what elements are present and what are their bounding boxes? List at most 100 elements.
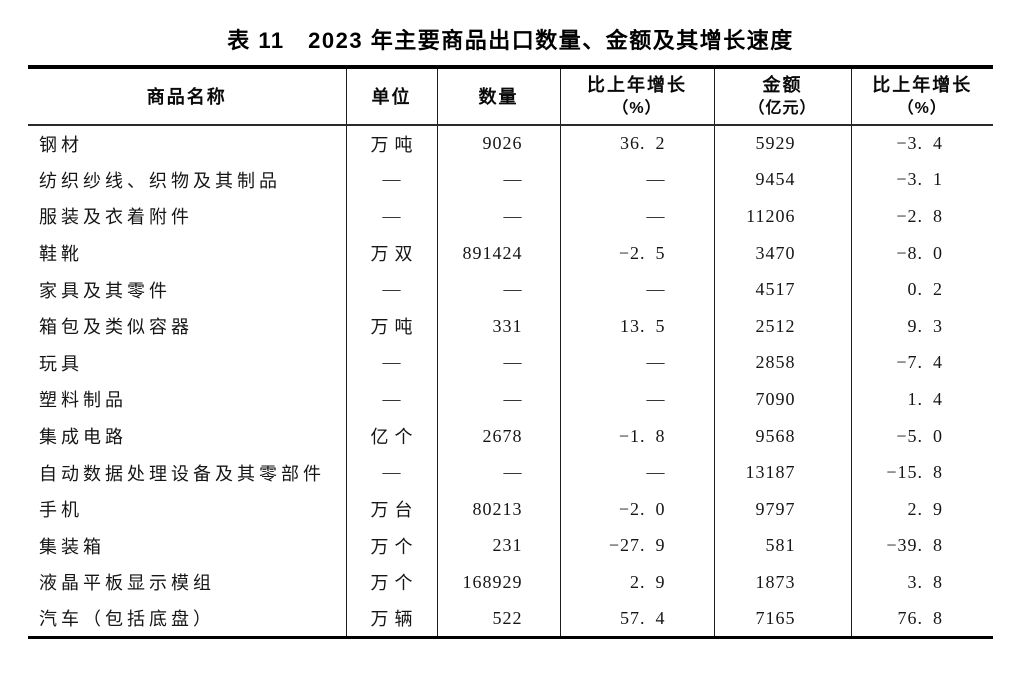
cell-amount: 9797 — [713, 490, 851, 528]
cell-commodity-name: 自动数据处理设备及其零部件 — [39, 463, 325, 484]
cell-commodity-name: 集成电路 — [39, 427, 127, 448]
table-body: 钢材 万吨 9026 36. 2 5929 −3. 4 纺织纱线、织物及其制品 … — [28, 125, 993, 638]
table-row: 自动数据处理设备及其零部件 — — — 13187 −15. 8 — [28, 454, 993, 491]
cell-quantity-growth: −1. 8 — [559, 417, 714, 455]
cell-quantity-growth: 13. 5 — [559, 307, 714, 345]
table-row: 箱包及类似容器 万吨 331 13. 5 2512 9. 3 — [28, 307, 993, 345]
header-sublabel: （%） — [612, 99, 662, 117]
cell-quantity-growth: −2. 0 — [559, 490, 714, 528]
header-label: 比上年增长 — [872, 74, 973, 95]
cell-amount-growth: 1. 4 — [850, 381, 993, 418]
cell-unit: — — [345, 344, 437, 382]
table-row: 家具及其零件 — — — 4517 0. 2 — [28, 271, 993, 308]
cell-amount: 2512 — [713, 307, 851, 345]
cell-quantity-growth: 2. 9 — [559, 564, 714, 601]
cell-commodity-name: 液晶平板显示模组 — [39, 573, 215, 594]
table-row: 鞋靴 万双 891424 −2. 5 3470 −8. 0 — [28, 234, 993, 272]
table-row: 集成电路 亿个 2678 −1. 8 9568 −5. 0 — [28, 417, 993, 455]
cell-quantity: — — [436, 344, 560, 382]
cell-quantity-growth: — — [559, 198, 714, 235]
header-amount: 金额 （亿元） — [713, 67, 851, 126]
cell-amount-growth: −39. 8 — [850, 527, 993, 565]
cell-unit: — — [345, 198, 437, 235]
cell-amount-growth: 76. 8 — [850, 600, 993, 638]
cell-commodity-name: 鞋靴 — [39, 244, 83, 265]
cell-amount-growth: 0. 2 — [850, 271, 993, 308]
cell-amount-growth: 2. 9 — [850, 490, 993, 528]
cell-commodity-name: 玩具 — [39, 353, 83, 374]
header-amount-growth: 比上年增长 （%） — [850, 67, 993, 126]
header-label: 比上年增长 — [587, 74, 687, 95]
cell-quantity-growth: −27. 9 — [559, 527, 714, 565]
header-label: 金额 — [762, 74, 803, 95]
cell-commodity-name: 钢材 — [39, 134, 83, 155]
cell-quantity: 2678 — [436, 417, 560, 455]
cell-quantity-growth: — — [559, 381, 714, 418]
cell-amount: 4517 — [713, 271, 851, 308]
cell-commodity-name: 手机 — [39, 500, 83, 521]
cell-quantity: — — [436, 198, 560, 235]
cell-quantity-growth: — — [559, 454, 714, 491]
table-row: 钢材 万吨 9026 36. 2 5929 −3. 4 — [28, 125, 993, 162]
cell-quantity: 331 — [436, 307, 560, 345]
cell-unit: 万个 — [345, 564, 437, 601]
table-row: 玩具 — — — 2858 −7. 4 — [28, 344, 993, 382]
header-label: 数量 — [478, 86, 519, 107]
header-sublabel: （%） — [897, 99, 947, 117]
cell-amount: 1873 — [713, 564, 851, 601]
cell-unit: 万吨 — [345, 307, 437, 345]
table-row: 液晶平板显示模组 万个 168929 2. 9 1873 3. 8 — [28, 564, 993, 601]
cell-quantity-growth: 36. 2 — [559, 125, 714, 162]
cell-commodity-name: 服装及衣着附件 — [39, 207, 193, 228]
header-commodity-name: 商品名称 — [28, 67, 346, 126]
commodity-export-table: 商品名称 单位 数量 比上年增长 （%） 金额 （亿元） 比上年增长 — [28, 65, 993, 639]
cell-amount-growth: −3. 1 — [850, 161, 993, 199]
cell-amount-growth: −2. 8 — [850, 198, 993, 235]
cell-amount-growth: −3. 4 — [850, 125, 993, 162]
cell-amount: 5929 — [713, 125, 851, 162]
cell-commodity-name: 集装箱 — [39, 536, 105, 557]
cell-amount-growth: 9. 3 — [850, 307, 993, 345]
cell-amount: 13187 — [713, 454, 851, 491]
cell-amount: 11206 — [713, 198, 851, 235]
cell-unit: 万吨 — [345, 125, 437, 162]
table-header-row: 商品名称 单位 数量 比上年增长 （%） 金额 （亿元） 比上年增长 — [28, 67, 993, 126]
cell-unit: 亿个 — [345, 417, 437, 455]
cell-commodity-name: 塑料制品 — [39, 390, 127, 411]
cell-amount: 2858 — [713, 344, 851, 382]
cell-amount: 9568 — [713, 417, 851, 455]
cell-quantity: 891424 — [436, 234, 560, 272]
cell-quantity-growth: −2. 5 — [559, 234, 714, 272]
table-row: 纺织纱线、织物及其制品 — — — 9454 −3. 1 — [28, 161, 993, 199]
cell-amount-growth: −15. 8 — [850, 454, 993, 491]
table-row: 手机 万台 80213 −2. 0 9797 2. 9 — [28, 490, 993, 528]
cell-quantity: 231 — [436, 527, 560, 565]
cell-quantity-growth: — — [559, 161, 714, 199]
cell-unit: — — [345, 454, 437, 491]
table-row: 汽车（包括底盘） 万辆 522 57. 4 7165 76. 8 — [28, 600, 993, 638]
cell-quantity: 80213 — [436, 490, 560, 528]
table-row: 塑料制品 — — — 7090 1. 4 — [28, 381, 993, 418]
cell-quantity: 522 — [436, 600, 560, 638]
cell-quantity: — — [436, 161, 560, 199]
header-label: 单位 — [371, 86, 412, 107]
cell-quantity-growth: — — [559, 271, 714, 308]
header-unit: 单位 — [345, 67, 437, 126]
header-quantity: 数量 — [436, 67, 560, 126]
cell-quantity-growth: 57. 4 — [559, 600, 714, 638]
cell-commodity-name: 箱包及类似容器 — [39, 317, 193, 338]
cell-amount-growth: 3. 8 — [850, 564, 993, 601]
table-row: 服装及衣着附件 — — — 11206 −2. 8 — [28, 198, 993, 235]
cell-amount: 9454 — [713, 161, 851, 199]
header-quantity-growth: 比上年增长 （%） — [559, 67, 714, 126]
cell-amount-growth: −7. 4 — [850, 344, 993, 382]
cell-quantity: — — [436, 454, 560, 491]
table-title: 表 11 2023 年主要商品出口数量、金额及其增长速度 — [227, 28, 794, 53]
cell-quantity: — — [436, 271, 560, 308]
cell-unit: 万双 — [345, 234, 437, 272]
cell-amount-growth: −5. 0 — [850, 417, 993, 455]
cell-amount: 3470 — [713, 234, 851, 272]
cell-unit: 万个 — [345, 527, 437, 565]
cell-unit: — — [345, 271, 437, 308]
